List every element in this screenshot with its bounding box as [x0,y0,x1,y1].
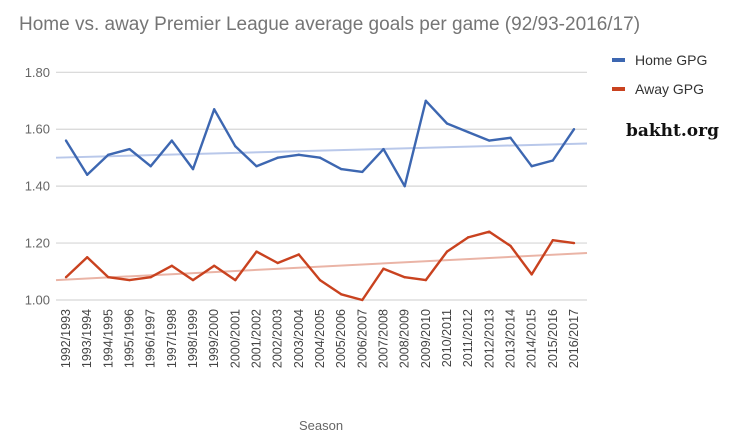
data-point [445,122,449,125]
data-point [212,108,216,111]
data-point [488,230,491,233]
x-tick-label: 1994/1995 [101,309,115,368]
data-point [488,139,491,142]
data-point [382,147,385,151]
data-point [297,253,301,256]
data-point [424,278,428,282]
x-tick-label: 1997/1998 [165,309,179,368]
data-point [107,153,110,157]
x-tick-label: 2010/2011 [440,309,454,367]
trendline-0 [55,142,588,159]
x-tick-label: 1999/2000 [207,309,221,368]
data-point [255,250,258,253]
data-point [466,130,470,134]
data-point [530,273,533,276]
x-tick-label: 2009/2010 [419,309,433,368]
data-point [318,156,322,159]
x-tick-label: 1998/1999 [186,309,200,368]
data-point [85,256,89,259]
x-tick-label: 2004/2005 [313,309,327,368]
x-tick-label: 2002/2003 [271,309,285,368]
x-tick-label: 2013/2014 [504,309,518,368]
y-tick-label: 1.80 [25,65,50,80]
x-tick-label: 2015/2016 [546,309,560,368]
x-tick-label: 2012/2013 [482,309,496,368]
data-point [551,239,555,242]
x-tick-label: 2003/2004 [292,309,306,368]
data-point [382,267,385,270]
data-point [64,276,68,279]
data-point [149,165,152,168]
y-tick-label: 1.20 [25,236,50,251]
data-point [424,99,428,102]
data-point [572,128,576,131]
data-point [85,173,89,176]
x-tick-label: 2016/2017 [567,309,581,368]
data-point [466,236,470,239]
data-point [318,278,322,282]
data-point [128,278,131,282]
data-point [128,147,131,151]
data-point [530,165,533,168]
data-point [339,167,343,171]
x-axis-label: Season [299,418,343,433]
x-tick-label: 1995/1996 [123,309,137,368]
data-point [170,264,174,268]
y-tick-label: 1.40 [25,179,50,194]
watermark: bakht.org [626,121,719,141]
data-point [191,278,195,282]
data-point [509,136,512,139]
data-point [572,241,576,245]
x-tick-label: 2014/2015 [525,309,539,368]
x-tick-label: 2000/2001 [228,309,242,368]
data-point [64,139,68,142]
x-tick-label: 2007/2008 [377,309,391,368]
y-tick-label: 1.60 [25,122,50,137]
data-point [170,139,174,142]
x-tick-label: 1996/1997 [144,309,158,368]
x-tick-label: 2008/2009 [398,309,412,368]
data-point [339,293,343,296]
x-tick-label: 2006/2007 [355,309,369,368]
data-point [361,298,364,302]
chart-title: Home vs. away Premier League average goa… [19,14,640,35]
data-point [297,153,301,157]
x-tick-label: 2001/2002 [250,309,264,368]
data-point [403,276,406,279]
data-point [276,261,279,265]
x-tick-label: 1992/1993 [59,309,73,368]
x-tick-label: 1993/1994 [80,309,94,368]
data-point [149,276,152,279]
data-point [255,165,258,168]
data-point [551,159,555,162]
data-point [234,145,237,148]
data-point [107,276,110,279]
data-point [509,244,512,248]
trendline-1 [55,252,588,282]
data-point [403,184,406,188]
x-tick-label: 2005/2006 [334,309,348,368]
legend-label: Home GPG [635,52,707,68]
data-point [276,156,279,159]
y-tick-label: 1.00 [25,293,50,308]
data-point [234,278,237,282]
legend-label: Away GPG [635,81,704,97]
data-point [191,167,195,171]
data-point [361,170,364,174]
data-point [212,264,216,268]
data-point [445,250,449,253]
x-tick-label: 2011/2012 [461,309,475,367]
series-line-0 [64,99,575,188]
